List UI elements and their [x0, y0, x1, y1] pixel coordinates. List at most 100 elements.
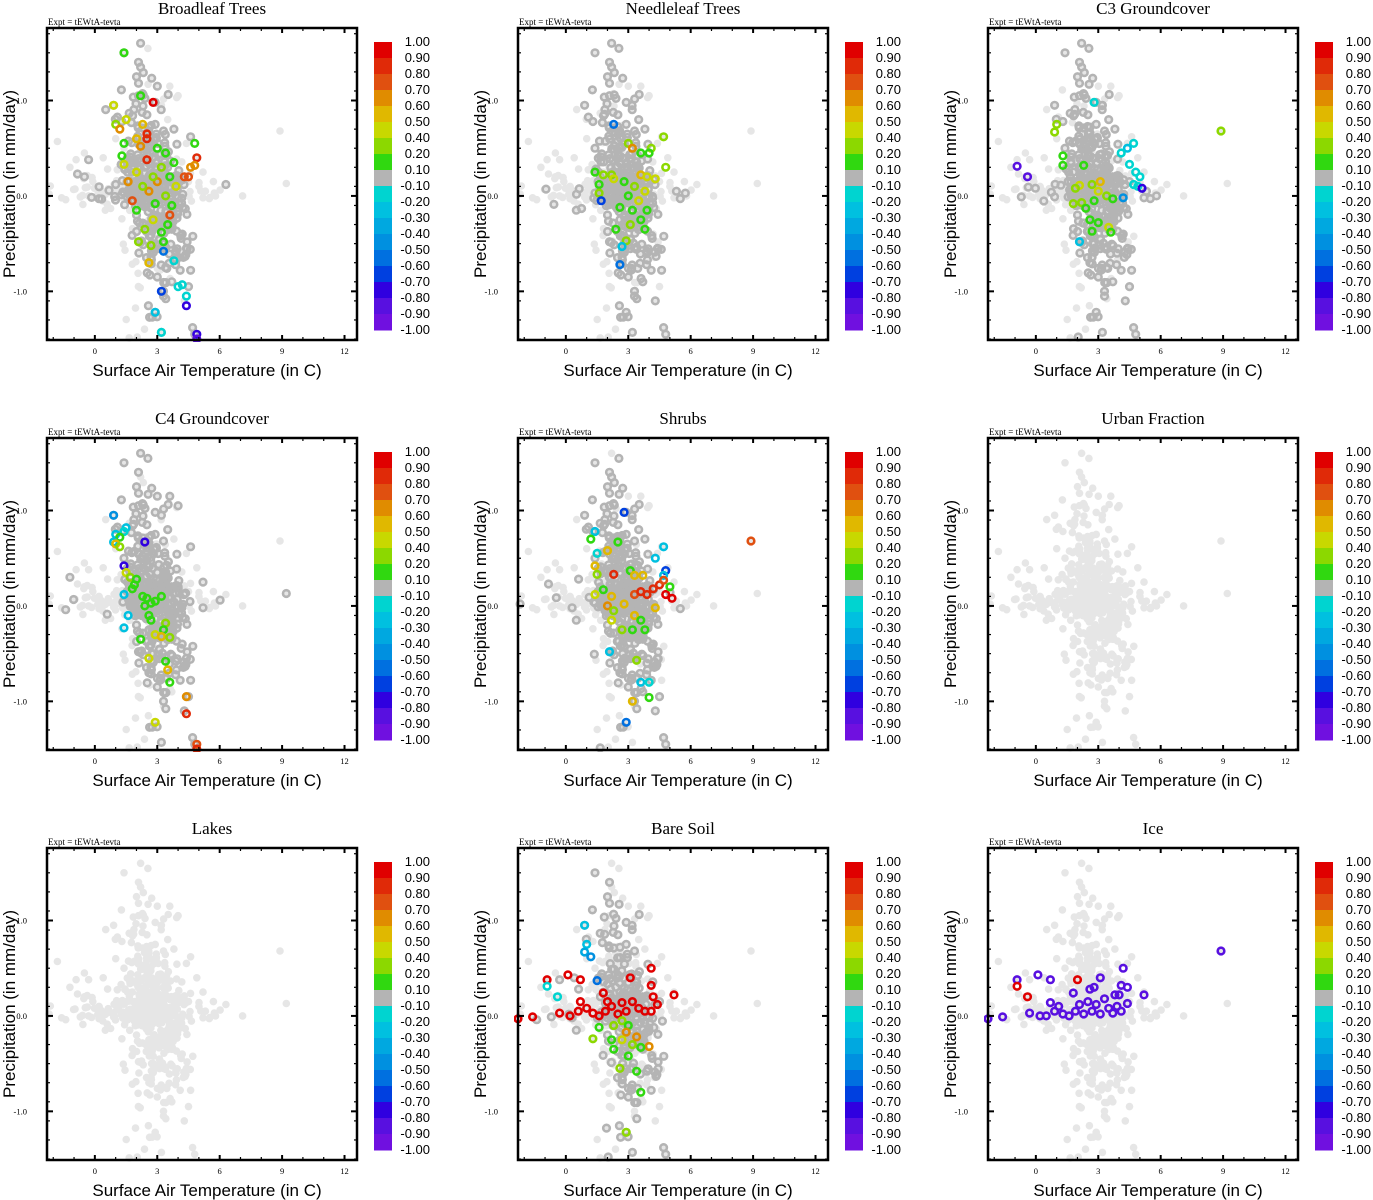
colorbar-swatch	[1315, 218, 1333, 235]
y-axis-label: Precipitation (in mm/day)	[0, 500, 19, 688]
colorbar-swatch	[845, 298, 863, 315]
base-point	[1081, 325, 1090, 334]
data-point	[169, 157, 179, 168]
data-point	[150, 199, 160, 209]
base-point	[657, 676, 666, 685]
x-tick-label: 0	[564, 346, 568, 356]
data-point	[1081, 203, 1091, 213]
neutral-point	[160, 548, 170, 558]
data-point	[658, 132, 669, 142]
data-point	[594, 188, 604, 198]
base-point	[1028, 193, 1037, 202]
base-point	[134, 692, 143, 701]
neutral-point	[151, 580, 161, 590]
neutral-point	[104, 185, 114, 195]
colorbar-label: -0.10	[400, 588, 430, 603]
data-point	[127, 584, 137, 594]
colorbar: 1.000.900.800.700.600.500.400.200.10-0.1…	[845, 34, 901, 337]
colorbar-swatch	[374, 298, 392, 315]
neutral-point	[1074, 131, 1084, 141]
neutral-point	[166, 649, 176, 659]
neutral-point	[604, 78, 615, 88]
neutral-point	[169, 124, 179, 134]
base-point	[1052, 134, 1061, 143]
base-point	[119, 240, 128, 248]
data-point	[1049, 127, 1060, 137]
neutral-point	[146, 120, 156, 131]
neutral-point	[1064, 136, 1075, 146]
neutral-point	[156, 737, 166, 748]
data-point	[123, 610, 133, 621]
base-point	[238, 192, 247, 200]
neutral-point	[1118, 175, 1129, 185]
neutral-point	[642, 255, 653, 265]
neutral-point	[97, 194, 107, 204]
neutral-point	[188, 641, 198, 651]
neutral-point	[643, 244, 653, 254]
colorbar-label: 0.10	[405, 572, 430, 587]
colorbar-label: 0.40	[405, 130, 430, 145]
data-point	[190, 138, 200, 148]
neutral-point	[163, 499, 173, 510]
base-point	[80, 584, 88, 593]
neutral-point	[138, 511, 148, 521]
colorbar: 1.000.900.800.700.600.500.400.200.10-0.1…	[374, 444, 430, 747]
base-point	[132, 257, 140, 266]
neutral-point	[650, 296, 660, 306]
base-point	[66, 163, 74, 172]
base-point	[1107, 82, 1115, 90]
neutral-point	[172, 244, 182, 254]
colorbar-label: -0.60	[400, 668, 430, 683]
colorbar-swatch	[845, 202, 863, 219]
base-point	[78, 191, 87, 200]
neutral-point	[133, 533, 143, 543]
base-point	[110, 590, 118, 599]
colorbar-swatch	[845, 42, 863, 59]
colorbar-label: 0.20	[405, 556, 430, 571]
colorbar-swatch	[374, 532, 392, 549]
neutral-point	[128, 502, 138, 512]
neutral-point	[146, 579, 156, 589]
neutral-point	[61, 605, 71, 615]
base-point	[182, 549, 191, 558]
data-point	[192, 329, 202, 339]
neutral-point	[134, 658, 144, 668]
neutral-point	[1096, 265, 1106, 275]
data-point	[138, 119, 148, 129]
data-point	[1068, 199, 1078, 209]
base-point	[79, 610, 87, 619]
base-point	[81, 593, 90, 602]
colorbar-label: -0.50	[400, 242, 430, 257]
data-point	[1087, 226, 1097, 236]
colorbar-label: -0.50	[1341, 242, 1371, 257]
data-point	[611, 224, 621, 234]
neutral-point	[122, 167, 133, 177]
neutral-point	[1083, 129, 1094, 139]
base-point	[71, 185, 79, 193]
colorbar-label: 0.60	[405, 98, 430, 113]
data-point	[108, 510, 119, 520]
neutral-point	[609, 67, 619, 78]
colorbar-swatch	[1315, 170, 1333, 187]
data-point	[156, 327, 166, 338]
base-point	[680, 177, 689, 186]
neutral-point	[65, 572, 75, 582]
data-point	[640, 186, 650, 196]
base-point	[79, 200, 87, 209]
base-point	[195, 178, 203, 187]
neutral-point	[1094, 154, 1105, 164]
base-point	[282, 179, 291, 188]
colorbar-label: -0.40	[871, 226, 901, 241]
neutral-point	[126, 149, 136, 159]
neutral-point	[589, 193, 599, 203]
data-point	[165, 210, 175, 220]
neutral-point	[1079, 123, 1089, 133]
data-point	[148, 97, 158, 107]
base-point	[543, 155, 551, 164]
neutral-point	[1078, 89, 1089, 99]
colorbar-label: -0.90	[400, 716, 430, 731]
x-tick-label: 6	[218, 756, 222, 766]
colorbar-swatch	[374, 234, 392, 251]
data-point	[169, 256, 179, 266]
